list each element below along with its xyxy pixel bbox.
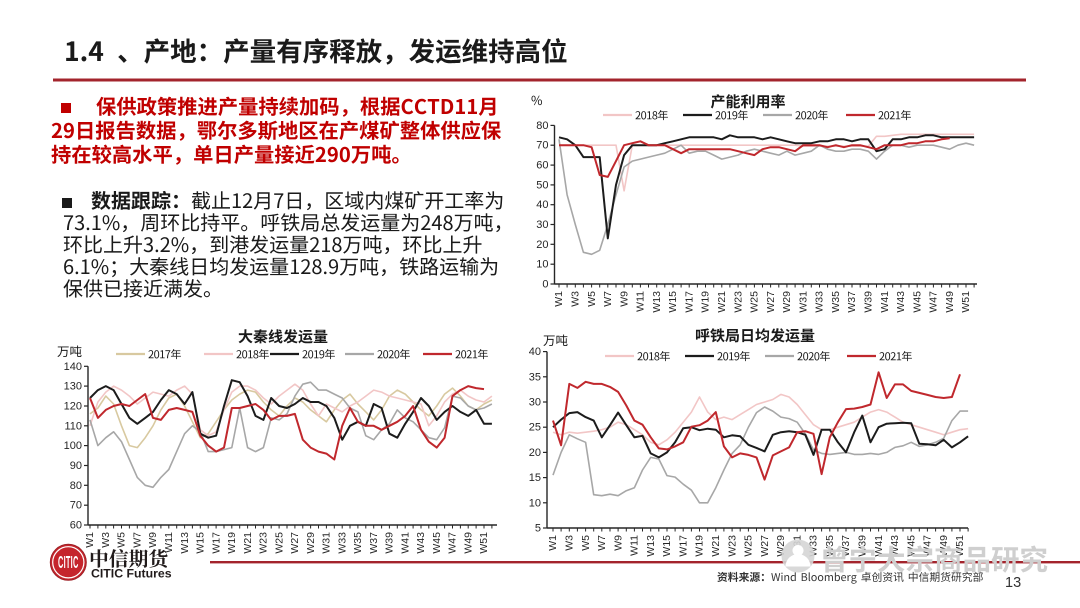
svg-text:W9: W9: [618, 291, 630, 307]
svg-text:70: 70: [536, 140, 548, 152]
svg-text:100: 100: [64, 440, 82, 452]
svg-text:W3: W3: [569, 291, 581, 307]
svg-text:W23: W23: [726, 535, 738, 557]
svg-text:W37: W37: [368, 532, 380, 554]
svg-text:W49: W49: [944, 291, 956, 313]
svg-text:25: 25: [529, 422, 541, 434]
svg-text:30: 30: [529, 397, 541, 409]
svg-text:W33: W33: [814, 291, 826, 313]
svg-text:30: 30: [536, 219, 548, 231]
svg-text:80: 80: [536, 120, 548, 132]
svg-text:W1: W1: [84, 532, 96, 548]
svg-text:W7: W7: [131, 532, 143, 548]
svg-text:W9: W9: [147, 532, 159, 548]
svg-text:W41: W41: [873, 535, 885, 557]
svg-text:W19: W19: [694, 535, 706, 557]
svg-text:50: 50: [536, 179, 548, 191]
svg-text:40: 40: [536, 199, 548, 211]
svg-text:CITIC Futures: CITIC Futures: [91, 567, 172, 581]
svg-text:W51: W51: [954, 535, 966, 557]
svg-text:W45: W45: [911, 291, 923, 313]
svg-text:140: 140: [64, 361, 82, 373]
svg-text:W47: W47: [928, 291, 940, 313]
svg-text:W35: W35: [352, 532, 364, 554]
svg-text:W35: W35: [830, 291, 842, 313]
svg-text:W13: W13: [651, 291, 663, 313]
svg-text:W19: W19: [226, 532, 238, 554]
svg-text:W25: W25: [273, 532, 285, 554]
svg-text:W1: W1: [547, 535, 559, 551]
svg-text:W11: W11: [635, 291, 647, 312]
svg-text:W51: W51: [960, 291, 972, 313]
svg-text:W45: W45: [431, 532, 443, 554]
svg-text:W17: W17: [677, 535, 689, 557]
svg-text:W27: W27: [765, 291, 777, 313]
svg-text:W7: W7: [602, 291, 614, 307]
svg-text:10: 10: [536, 259, 548, 271]
svg-text:W9: W9: [612, 535, 624, 551]
svg-text:110: 110: [64, 420, 82, 432]
svg-text:W49: W49: [462, 532, 474, 554]
svg-text:20: 20: [536, 239, 548, 251]
svg-text:W11: W11: [629, 535, 641, 556]
svg-text:60: 60: [536, 160, 548, 172]
svg-text:W39: W39: [384, 532, 396, 554]
svg-text:W7: W7: [596, 535, 608, 551]
svg-text:W25: W25: [749, 291, 761, 313]
svg-text:90: 90: [70, 460, 82, 472]
svg-text:W5: W5: [586, 291, 598, 307]
svg-text:W5: W5: [580, 535, 592, 551]
svg-text:CITIC: CITIC: [58, 553, 78, 573]
svg-text:W43: W43: [895, 291, 907, 313]
svg-text:W17: W17: [683, 291, 695, 313]
svg-text:60: 60: [70, 520, 82, 532]
svg-text:0: 0: [542, 279, 548, 291]
svg-text:W1: W1: [553, 291, 565, 307]
svg-text:15: 15: [529, 472, 541, 484]
svg-text:W41: W41: [879, 291, 891, 313]
svg-text:W21: W21: [716, 291, 728, 313]
svg-text:W5: W5: [116, 532, 128, 548]
svg-text:20: 20: [529, 447, 541, 459]
svg-text:13: 13: [1005, 575, 1021, 591]
svg-text:W29: W29: [305, 532, 317, 554]
svg-text:35: 35: [529, 371, 541, 383]
svg-text:W15: W15: [661, 535, 673, 557]
svg-text:W25: W25: [743, 535, 755, 557]
svg-text:W23: W23: [732, 291, 744, 313]
svg-text:W37: W37: [846, 291, 858, 313]
svg-text:W23: W23: [258, 532, 270, 554]
svg-text:W45: W45: [905, 535, 917, 557]
svg-text:W47: W47: [447, 532, 459, 554]
svg-text:W3: W3: [563, 535, 575, 551]
svg-text:W29: W29: [781, 291, 793, 313]
svg-text:W39: W39: [863, 291, 875, 313]
svg-text:W31: W31: [321, 532, 333, 554]
svg-text:W17: W17: [210, 532, 222, 554]
svg-text:W51: W51: [478, 532, 490, 554]
svg-text:W11: W11: [163, 532, 175, 553]
svg-text:120: 120: [64, 400, 82, 412]
svg-text:W15: W15: [667, 291, 679, 313]
svg-text:W27: W27: [759, 535, 771, 557]
svg-text:130: 130: [64, 381, 82, 393]
svg-text:W15: W15: [195, 532, 207, 554]
svg-text:W27: W27: [289, 532, 301, 554]
svg-text:W39: W39: [857, 535, 869, 557]
svg-text:W13: W13: [645, 535, 657, 557]
svg-text:W21: W21: [242, 532, 254, 554]
svg-text:80: 80: [70, 480, 82, 492]
svg-text:70: 70: [70, 500, 82, 512]
svg-text:W21: W21: [710, 535, 722, 557]
svg-text:W13: W13: [179, 532, 191, 554]
svg-text:5: 5: [535, 523, 541, 535]
svg-text:W31: W31: [797, 291, 809, 313]
svg-text:W3: W3: [100, 532, 112, 548]
svg-text:W33: W33: [336, 532, 348, 554]
svg-text:W41: W41: [399, 532, 411, 554]
svg-text:10: 10: [529, 497, 541, 509]
svg-text:W43: W43: [415, 532, 427, 554]
svg-text:W19: W19: [700, 291, 712, 313]
svg-text:40: 40: [529, 346, 541, 358]
